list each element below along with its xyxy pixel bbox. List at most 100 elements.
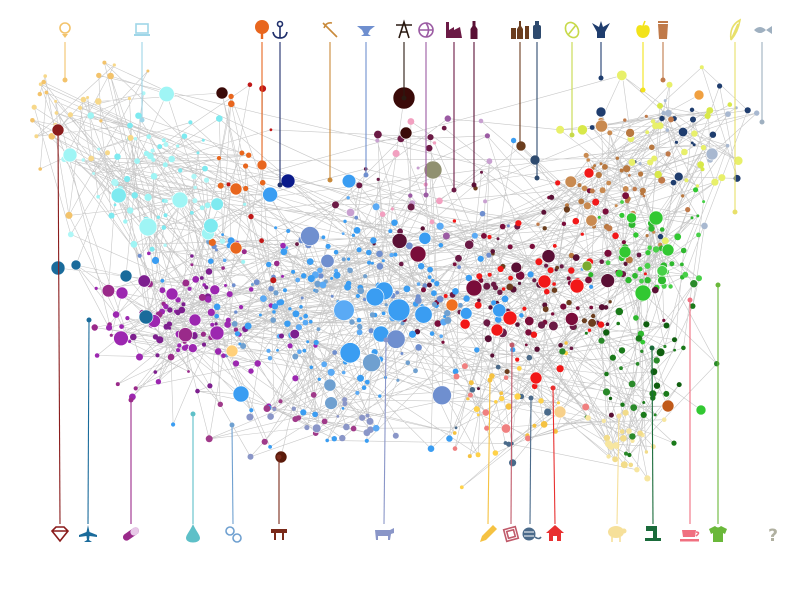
network-node xyxy=(339,434,346,442)
network-node xyxy=(111,178,119,186)
network-node xyxy=(347,257,351,261)
network-node xyxy=(529,154,541,166)
network-node xyxy=(301,273,307,279)
network-node xyxy=(123,219,128,224)
network-node xyxy=(333,299,355,321)
network-node xyxy=(384,303,388,307)
pin-end-node xyxy=(401,95,407,101)
network-node xyxy=(158,86,175,103)
globe-icon xyxy=(418,22,434,38)
network-node xyxy=(216,156,222,161)
pin-end-node xyxy=(528,395,534,401)
network-node xyxy=(302,348,307,353)
network-node xyxy=(390,207,394,211)
network-node xyxy=(612,232,619,240)
network-node xyxy=(280,242,286,249)
network-node xyxy=(408,193,413,198)
network-node xyxy=(432,385,452,406)
network-node xyxy=(673,171,684,182)
network-node xyxy=(261,438,268,445)
network-node xyxy=(343,423,350,431)
network-node xyxy=(266,348,271,353)
network-node xyxy=(425,144,433,152)
network-node xyxy=(529,243,535,250)
network-node xyxy=(690,116,696,123)
network-node xyxy=(205,435,213,443)
pin-end-node xyxy=(509,342,515,348)
network-node xyxy=(565,203,569,208)
network-node xyxy=(403,285,411,293)
network-node xyxy=(569,278,585,294)
network-node xyxy=(160,278,165,283)
gem-icon xyxy=(50,526,70,543)
network-node xyxy=(637,430,643,437)
network-node xyxy=(630,438,635,443)
network-node xyxy=(198,293,206,301)
network-node xyxy=(147,251,151,256)
network-node xyxy=(112,63,116,67)
pin-end-node xyxy=(383,337,389,343)
network-node xyxy=(214,313,219,319)
network-node xyxy=(662,318,666,322)
network-node xyxy=(647,159,654,166)
network-node xyxy=(599,187,606,194)
network-node xyxy=(689,107,695,113)
network-node xyxy=(199,205,205,211)
network-node xyxy=(318,273,324,279)
network-node xyxy=(387,298,411,322)
network-node xyxy=(243,185,249,192)
network-node xyxy=(638,162,642,166)
network-node xyxy=(495,364,501,370)
network-node xyxy=(161,138,166,143)
network-node xyxy=(620,435,627,442)
network-node xyxy=(516,366,522,371)
sheep-icon xyxy=(608,526,627,542)
network-node xyxy=(175,297,181,303)
network-node xyxy=(474,301,482,309)
network-node xyxy=(270,277,277,284)
network-node xyxy=(393,252,398,257)
network-node xyxy=(344,283,352,291)
network-node xyxy=(151,256,160,265)
pin-end-node xyxy=(517,145,523,151)
network-node xyxy=(144,193,152,201)
network-node xyxy=(630,404,638,411)
network-node xyxy=(376,177,380,181)
network-node xyxy=(559,348,566,355)
network-node xyxy=(531,383,538,390)
network-node xyxy=(542,302,548,308)
network-node xyxy=(127,339,132,344)
network-node xyxy=(661,399,675,413)
network-node xyxy=(203,218,219,234)
network-node xyxy=(388,229,393,234)
network-node xyxy=(219,238,226,244)
network-node xyxy=(233,327,239,332)
network-node xyxy=(124,175,131,183)
pin-end-node xyxy=(451,187,457,193)
network-node xyxy=(177,327,193,343)
network-node xyxy=(353,227,361,234)
network-node xyxy=(62,147,78,163)
network-node xyxy=(690,141,694,145)
network-node xyxy=(444,316,452,324)
network-node xyxy=(471,232,478,239)
network-node xyxy=(268,285,274,292)
network-node xyxy=(188,120,193,125)
pin-end-node xyxy=(640,87,646,93)
network-node xyxy=(167,353,175,361)
network-node xyxy=(443,315,447,318)
network-node xyxy=(187,370,190,373)
network-node xyxy=(407,118,415,125)
network-node xyxy=(494,400,498,404)
network-node xyxy=(478,118,484,124)
network-node xyxy=(248,368,254,374)
pin-line-bottom xyxy=(87,319,90,525)
network-node xyxy=(702,200,706,204)
network-node xyxy=(378,394,382,398)
network-node xyxy=(369,312,375,318)
network-node xyxy=(239,305,244,310)
network-node xyxy=(691,130,698,137)
network-node xyxy=(620,461,628,469)
network-node xyxy=(347,267,353,274)
network-node xyxy=(44,90,49,95)
